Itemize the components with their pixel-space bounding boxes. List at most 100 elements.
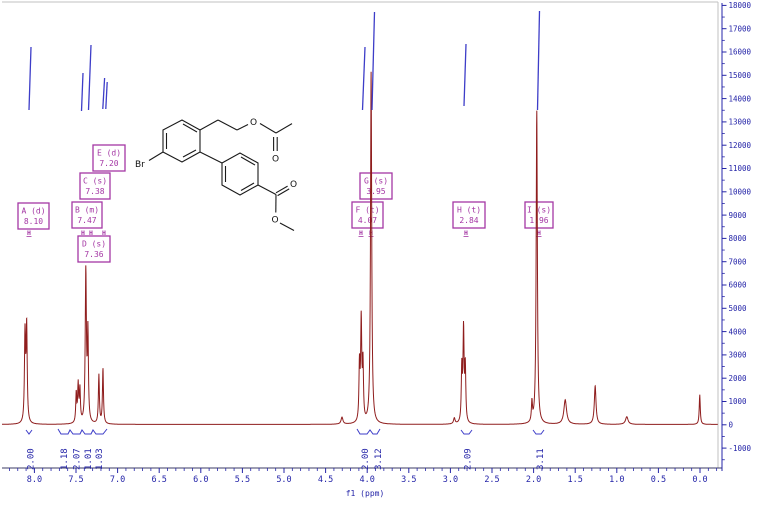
x-axis: 8.58.07.57.06.56.05.55.04.54.03.53.02.52… [0, 467, 722, 498]
integral-curve [87, 44, 92, 111]
integral-curve [371, 11, 376, 111]
y-axis: 18000 17000 16000 15000 14000 13000 12000 11000… [721, 1, 752, 471]
y-tick-label: 6000 [729, 281, 748, 290]
benzene-ring-1 [162, 119, 201, 163]
annotation-A: A (d)8.10 H [17, 202, 50, 237]
annotation-I: I (s)1.96 H [524, 201, 554, 237]
annotation-shift: 7.36 [84, 250, 103, 259]
annotation-label: E (d) [97, 149, 121, 158]
y-tick-label: 14000 [729, 94, 752, 103]
biphenyl-bond [199, 151, 223, 164]
proton-marker: H [369, 229, 373, 237]
annotation-label: I (s) [527, 206, 551, 215]
annotation-box [92, 144, 126, 172]
x-tick-label: 7.0 [110, 475, 125, 485]
y-tick-label: 10000 [729, 188, 752, 197]
integral-curve [80, 72, 84, 112]
annotation-C: C (s)7.38 [79, 172, 111, 200]
integral-curve [102, 77, 106, 110]
integral-value: 3.11 [536, 448, 546, 470]
x-tick-label: 1.5 [568, 475, 583, 485]
annotation-shift: 7.47 [77, 216, 96, 225]
annotation-box [359, 172, 393, 200]
integral-value: 2.00 [27, 448, 37, 470]
annotation-label: C (s) [83, 177, 107, 186]
integral-curves [25, 10, 545, 435]
annotation-label: D (s) [82, 240, 106, 249]
proton-marker: H [464, 229, 468, 237]
annotation-box [71, 201, 103, 229]
annotation-shift: 4.07 [358, 216, 377, 225]
br-atom-label: Br [135, 160, 145, 170]
annotation-shift: 2.84 [459, 216, 478, 225]
annotation-F: F (t)4.07 H H [351, 201, 384, 237]
integral-region-bracket [460, 429, 473, 435]
annotation-shift: 3.95 [366, 187, 385, 196]
ester-carbonyl-o-label: O [290, 180, 297, 190]
x-tick-label: 1.0 [609, 475, 624, 485]
integral-curve [361, 46, 366, 111]
annotation-D: D (s)7.36 [77, 235, 111, 263]
y-tick-label: 17000 [729, 24, 752, 33]
x-tick-label: 7.5 [68, 475, 83, 485]
y-tick-label: 9000 [729, 211, 748, 220]
annotation-H: H (t)2.84 H [452, 201, 486, 237]
x-tick-label: 6.5 [152, 475, 167, 485]
proton-marker: H [27, 229, 31, 237]
proton-marker: H [81, 229, 85, 237]
integral-value: 2.07 [73, 448, 83, 470]
y-tick-label: 18000 [729, 1, 752, 10]
annotation-B: B (m)7.47H H H [71, 201, 107, 237]
y-tick-label: 13000 [729, 118, 752, 127]
integral-value: 2.00 [361, 448, 371, 470]
y-tick-label: 1000 [729, 397, 748, 406]
y-tick-label: 5000 [729, 304, 748, 313]
annotation-G: G (s)3.95 [359, 172, 393, 200]
annotation-box [79, 172, 111, 200]
integral-value: 2.09 [464, 448, 474, 470]
y-tick-label: 11000 [729, 164, 752, 173]
integral-value: 1.03 [95, 448, 105, 470]
acetyl-carbonyl-o-label: O [272, 155, 279, 165]
integral-curve [536, 10, 541, 111]
annotation-shift: 8.10 [24, 217, 43, 226]
ester-o-label: O [272, 216, 279, 226]
integral-region-bracket [57, 428, 108, 435]
integral-region-bracket [532, 429, 545, 435]
x-tick-label: 4.5 [318, 475, 333, 485]
proton-marker: H [537, 229, 541, 237]
x-tick-label: 8.0 [27, 475, 42, 485]
methyl-ester-group [257, 184, 295, 231]
annotation-E: E (d)7.20 [92, 144, 126, 172]
integral-curve [105, 81, 108, 110]
bromine-substituent [148, 151, 164, 161]
x-tick-label: 2.0 [526, 475, 541, 485]
annotation-shift: 7.20 [99, 159, 118, 168]
x-tick-label: 5.5 [235, 475, 250, 485]
y-tick-label: 7000 [729, 257, 748, 266]
integral-region-bracket [356, 428, 381, 435]
y-tick-label: 2000 [729, 374, 748, 383]
molecule-structure: Br O O O O [135, 118, 297, 231]
x-tick-label: 4.0 [360, 475, 375, 485]
integral-labels: 2.00 1.18 2.07 1.01 1.03 2.00 3.12 2.09 3.11 [27, 448, 547, 470]
integral-value: 1.18 [60, 448, 70, 470]
x-tick-label: 0.0 [692, 475, 707, 485]
y-tick-label: -1000 [729, 444, 752, 453]
annotation-box [351, 201, 384, 229]
integral-value: 3.12 [374, 448, 384, 470]
y-tick-label: 8000 [729, 234, 748, 243]
annotation-box [77, 235, 111, 263]
annotation-shift: 1.96 [529, 216, 548, 225]
spectrum-line [2, 71, 718, 425]
y-tick-label: 15000 [729, 71, 752, 80]
x-axis-title: f1 (ppm) [346, 489, 385, 498]
plot-frame [2, 1, 719, 468]
proton-marker: H [89, 229, 93, 237]
spectrum-trace [2, 71, 718, 425]
integral-curve [463, 43, 467, 107]
y-tick-label: 16000 [729, 48, 752, 57]
annotation-label: G (s) [364, 177, 388, 186]
